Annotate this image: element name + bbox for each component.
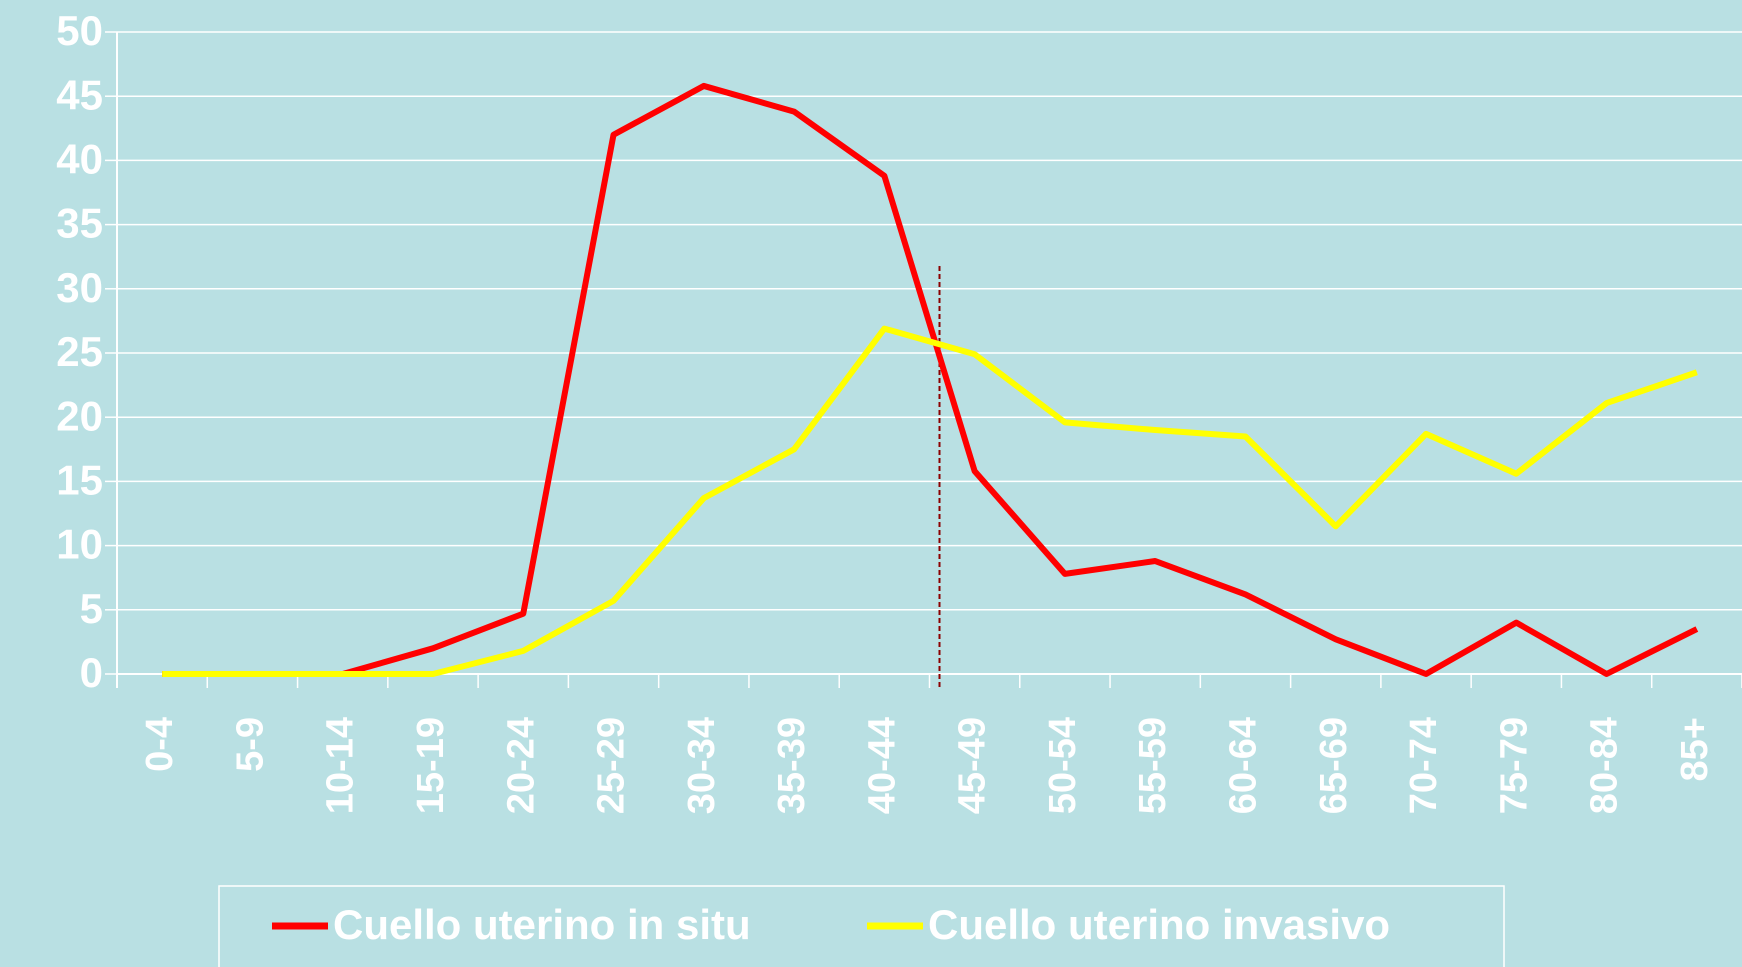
y-tick-label: 0 [80, 649, 103, 696]
x-tick-label: 20-24 [500, 717, 542, 814]
series-line [162, 82, 1699, 677]
y-tick-label: 35 [56, 200, 103, 247]
legend-box [218, 885, 1505, 967]
y-tick-label: 30 [56, 264, 103, 311]
x-tick-label: 0-4 [139, 717, 181, 772]
x-tick-label: 5-9 [229, 717, 271, 772]
x-tick-label: 85+ [1674, 717, 1716, 781]
y-tick-label: 40 [56, 135, 103, 182]
x-tick-label: 50-54 [1042, 717, 1084, 814]
legend-label: Cuello uterino invasivo [928, 901, 1390, 948]
x-tick-label: 10-14 [320, 717, 362, 814]
x-tick-label: 80-84 [1584, 717, 1626, 814]
x-tick-label: 60-64 [1223, 717, 1265, 814]
x-tick-label: 25-29 [591, 717, 633, 814]
y-tick-label: 10 [56, 521, 103, 568]
x-tick-label: 45-49 [952, 717, 994, 814]
y-tick-label: 45 [56, 71, 103, 118]
x-tick-label: 30-34 [681, 717, 723, 814]
series-line [162, 325, 1698, 677]
legend-label: Cuello uterino in situ [333, 901, 751, 948]
y-tick-label: 25 [56, 328, 103, 375]
y-tick-label: 5 [80, 585, 103, 632]
x-tick-label: 15-19 [410, 717, 452, 814]
x-tick-label: 55-59 [1132, 717, 1174, 814]
x-tick-label: 40-44 [861, 717, 903, 814]
y-tick-label: 15 [56, 456, 103, 503]
x-tick-label: 75-79 [1493, 717, 1535, 814]
x-tick-label: 35-39 [771, 717, 813, 814]
x-tick-label: 70-74 [1403, 717, 1445, 814]
y-tick-label: 20 [56, 392, 103, 439]
x-tick-label: 65-69 [1313, 717, 1355, 814]
y-tick-label: 50 [56, 7, 103, 54]
